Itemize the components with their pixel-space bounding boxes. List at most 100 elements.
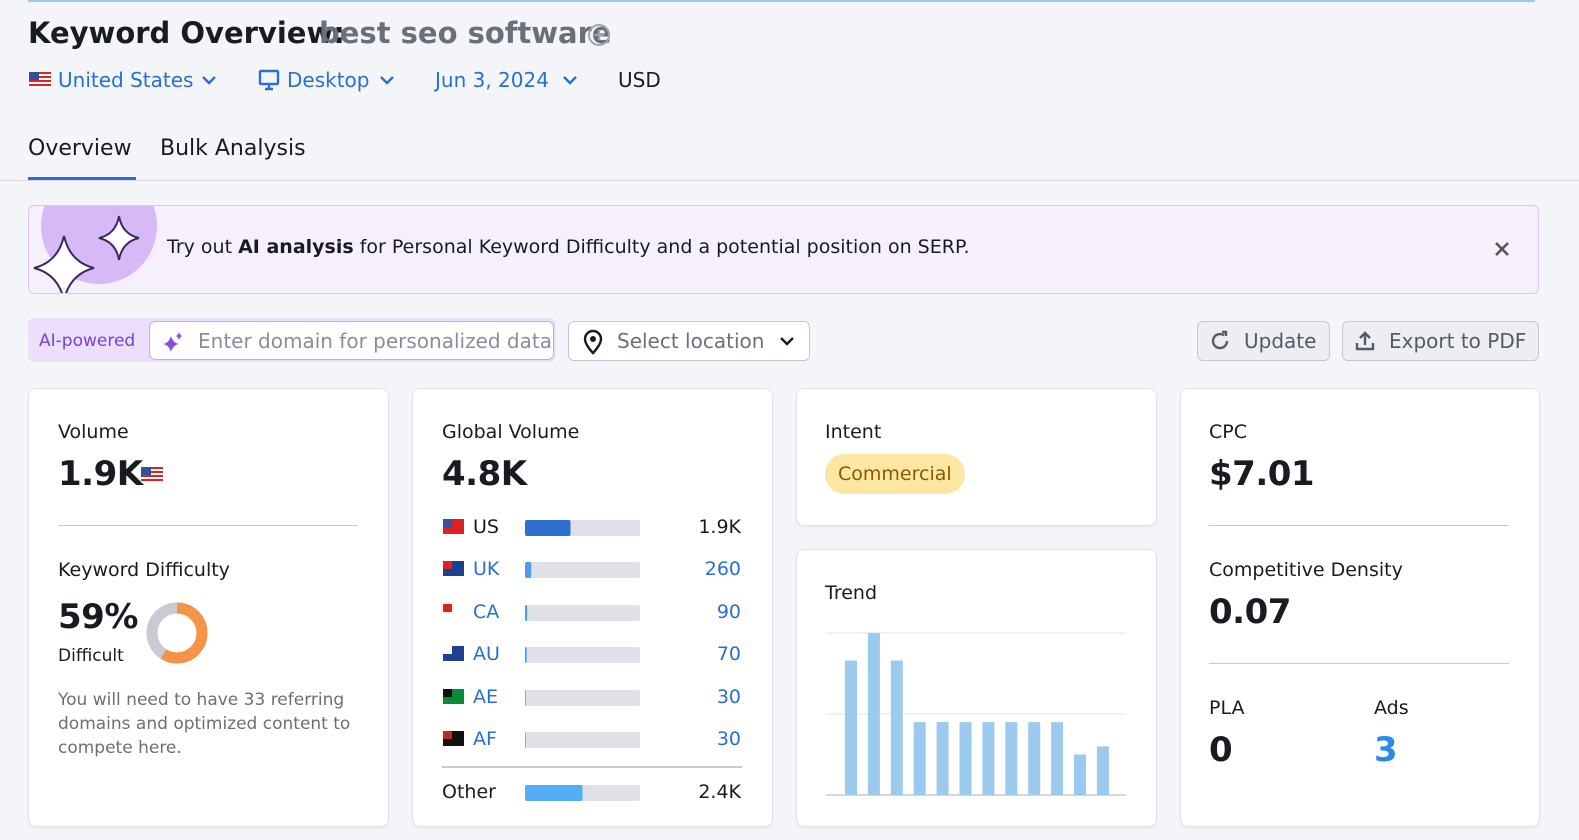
divider bbox=[442, 766, 742, 768]
tab-underline bbox=[28, 177, 136, 181]
flag bbox=[443, 561, 464, 577]
currency: USD bbox=[618, 68, 661, 92]
country-volume: 1.9K bbox=[698, 516, 741, 538]
export-label: Export to PDF bbox=[1389, 329, 1527, 353]
device-select[interactable]: Desktop bbox=[287, 68, 370, 92]
country-volume: 70 bbox=[716, 643, 741, 666]
keyword: best seo software bbox=[319, 16, 612, 50]
trend-bar bbox=[1028, 722, 1041, 795]
page-title: Keyword Overview: bbox=[28, 16, 345, 50]
bar bbox=[525, 520, 571, 536]
add-icon[interactable] bbox=[586, 22, 612, 48]
bar bbox=[525, 647, 527, 664]
flag bbox=[443, 731, 464, 746]
volume-bar bbox=[525, 732, 640, 748]
flag-mark bbox=[443, 731, 452, 739]
flag bbox=[443, 519, 464, 534]
intent-badge: Commercial bbox=[825, 454, 965, 494]
trend-bar bbox=[936, 722, 949, 795]
chevron bbox=[380, 76, 394, 85]
ai-label: AI-powered bbox=[39, 331, 136, 351]
divider bbox=[58, 525, 358, 526]
flag-mark bbox=[443, 561, 452, 570]
export-button[interactable]: Export to PDF bbox=[1342, 321, 1539, 361]
kd-note: You will need to have 33 referring domai… bbox=[58, 690, 351, 758]
banner-art bbox=[33, 206, 157, 293]
country-volume: 90 bbox=[716, 600, 741, 623]
update-label: Update bbox=[1244, 329, 1317, 353]
tab-divider bbox=[0, 180, 1579, 181]
banner-highlight[interactable]: AI analysis bbox=[238, 236, 354, 258]
flag bbox=[443, 688, 464, 704]
volume-label: Volume bbox=[58, 421, 129, 443]
country-volume: 30 bbox=[716, 685, 741, 708]
upload-icon bbox=[1355, 331, 1375, 351]
refresh-icon bbox=[1211, 330, 1229, 350]
banner-text: Try out bbox=[167, 236, 233, 258]
bar bbox=[525, 562, 532, 579]
global-volume-label: Global Volume bbox=[442, 421, 580, 443]
kd-label: Keyword Difficulty bbox=[58, 559, 230, 581]
kd-level: Difficult bbox=[58, 646, 124, 666]
bar bbox=[525, 785, 583, 801]
bar-track bbox=[525, 604, 640, 621]
global-volume-value: 4.8K bbox=[442, 454, 527, 494]
cpc-label: CPC bbox=[1209, 421, 1247, 443]
ai-banner: Try out AI analysis for Personal Keyword… bbox=[28, 205, 1539, 294]
pin-icon bbox=[583, 329, 603, 355]
bar-track bbox=[525, 562, 640, 579]
location-select[interactable] bbox=[568, 321, 810, 361]
country-code: UK bbox=[473, 558, 500, 581]
intent-label: Intent bbox=[825, 421, 882, 443]
sparkle-icon bbox=[163, 332, 182, 352]
divider bbox=[1209, 663, 1509, 664]
trend-bar bbox=[867, 633, 880, 795]
trend-bar bbox=[1096, 746, 1109, 795]
domain-placeholder: Enter domain for personalized data bbox=[198, 329, 552, 353]
flag-mark bbox=[443, 603, 452, 612]
us-flag bbox=[29, 72, 51, 88]
cpc-card bbox=[1180, 388, 1540, 827]
bar-track bbox=[525, 732, 640, 748]
other-label: Other bbox=[442, 781, 496, 803]
cd-label: Competitive Density bbox=[1209, 559, 1403, 581]
country-volume: 30 bbox=[716, 728, 741, 750]
trend-bar bbox=[1051, 722, 1064, 795]
country-select[interactable]: United States bbox=[58, 68, 194, 92]
country-code: AU bbox=[473, 643, 500, 666]
banner-text: for Personal Keyword Difficulty and a po… bbox=[359, 236, 970, 258]
flag-mark bbox=[443, 688, 452, 697]
volume-value: 1.9K bbox=[58, 454, 143, 494]
volume-bar bbox=[525, 689, 640, 706]
us-flag bbox=[141, 467, 163, 483]
close-icon[interactable] bbox=[1493, 240, 1511, 258]
divider bbox=[1209, 525, 1509, 526]
tab[interactable]: Bulk Analysis bbox=[160, 136, 306, 161]
ads-label: Ads bbox=[1374, 697, 1409, 719]
volume-bar bbox=[525, 562, 640, 579]
global-volume-card bbox=[412, 388, 773, 827]
tab-active[interactable]: Overview bbox=[28, 136, 132, 161]
ads-value[interactable]: 3 bbox=[1374, 730, 1398, 770]
bar bbox=[525, 689, 526, 706]
country-code: AE bbox=[473, 685, 499, 708]
desktop-icon bbox=[258, 69, 280, 91]
domain-input[interactable] bbox=[149, 321, 554, 360]
bar-track bbox=[525, 647, 640, 664]
top-rule bbox=[28, 0, 1535, 2]
country-list: US 1.9K UK 260 CA 90 AU 70 AE 30 AF 30 Other 2.4K bbox=[412, 500, 772, 820]
trend-bar bbox=[845, 660, 857, 795]
kd-donut bbox=[146, 602, 208, 664]
flag-mark bbox=[443, 646, 452, 655]
bar bbox=[525, 604, 528, 621]
country-code: AF bbox=[473, 728, 497, 750]
update-button[interactable]: Update bbox=[1197, 321, 1330, 361]
flag bbox=[443, 646, 464, 662]
date-select[interactable]: Jun 3, 2024 bbox=[435, 68, 549, 92]
trend-bar bbox=[1074, 754, 1086, 795]
country-code: US bbox=[473, 516, 499, 538]
cpc-value: $7.01 bbox=[1209, 454, 1315, 494]
trend-bar bbox=[890, 660, 903, 795]
bar bbox=[525, 732, 526, 748]
